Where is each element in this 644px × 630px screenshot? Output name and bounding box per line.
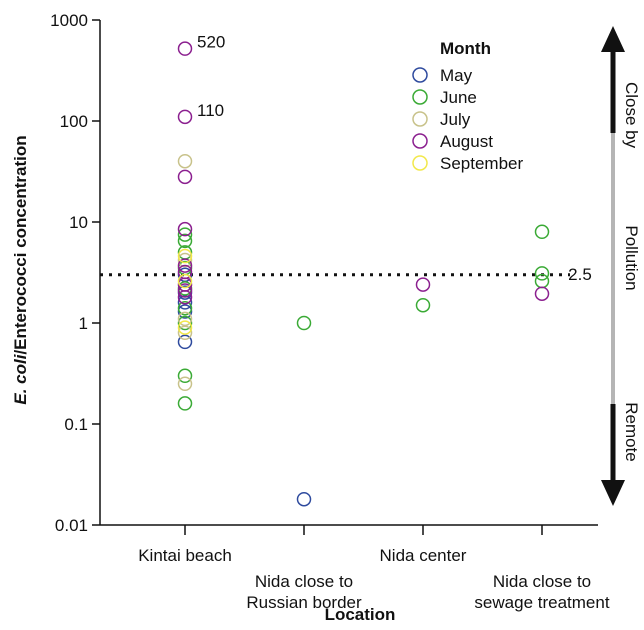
data-point-june — [177, 233, 193, 249]
data-point-september — [177, 320, 193, 335]
threshold-label: 2.5 — [568, 265, 592, 284]
side-label-pollution: Pollution — [622, 225, 641, 290]
legend-label: June — [440, 88, 477, 107]
x-tick-label: Nida close to Russian border — [246, 572, 362, 612]
y-tick-label: 1000 — [50, 11, 88, 30]
data-point-july — [177, 376, 193, 392]
data-point-july — [177, 325, 193, 341]
side-label-close-by: Close by — [622, 82, 641, 149]
legend-marker — [412, 89, 428, 105]
y-axis-title: E. coli/Enterococci concentration — [11, 135, 30, 404]
y-axis-title-rest: /Enterococci concentration — [11, 135, 30, 354]
data-point-august — [177, 221, 193, 237]
data-point-june — [534, 266, 550, 281]
legend-marker — [412, 111, 428, 127]
data-point-june — [534, 224, 550, 240]
data-point-september — [177, 248, 193, 264]
data-point-august — [177, 41, 193, 56]
data-point-july — [177, 311, 193, 327]
y-tick-label: 10 — [69, 213, 88, 232]
data-point-june — [177, 227, 193, 242]
data-point-september — [177, 273, 193, 289]
data-point-june — [177, 368, 193, 384]
legend-marker — [412, 67, 428, 83]
legend-label: July — [440, 110, 471, 129]
data-point-june — [177, 396, 193, 411]
data-point-august — [177, 264, 193, 280]
y-axis-title-italic: E. coli — [11, 353, 30, 404]
x-tick-label: Kintai beach — [138, 546, 232, 565]
arrow-down-icon — [601, 480, 625, 506]
x-tick-label: Nida center — [380, 546, 467, 565]
data-point-june — [177, 300, 193, 316]
data-point-august — [415, 277, 431, 292]
y-tick-label: 0.01 — [55, 516, 88, 535]
point-annotation: 520 — [197, 33, 225, 52]
arrow-up-icon — [601, 26, 625, 52]
x-axis-title: Location — [325, 605, 396, 624]
data-point-august — [534, 286, 550, 301]
data-point-june — [415, 297, 431, 313]
data-point-june — [534, 273, 550, 289]
data-point-august — [177, 283, 193, 298]
data-point-august — [177, 258, 193, 273]
legend-label: August — [440, 132, 493, 151]
legend-marker — [412, 155, 428, 171]
data-point-may — [177, 304, 193, 319]
legend-title: Month — [440, 39, 491, 58]
y-tick-label: 1 — [79, 314, 88, 333]
data-point-august — [177, 109, 193, 125]
side-label-remote: Remote — [622, 402, 641, 462]
data-point-june — [177, 315, 193, 331]
y-tick-label: 100 — [60, 112, 88, 131]
x-tick-label: Nida close to sewage treatment — [474, 572, 609, 612]
y-tick-label: 0.1 — [64, 415, 88, 434]
data-point-august — [177, 169, 193, 185]
data-point-july — [177, 153, 193, 169]
legend-label: September — [440, 154, 523, 173]
data-point-may — [177, 334, 193, 350]
legend-label: May — [440, 66, 473, 85]
data-point-june — [296, 315, 312, 331]
data-point-may — [177, 295, 193, 310]
point-annotation: 110 — [197, 101, 224, 120]
legend-marker — [412, 133, 428, 149]
data-point-july — [177, 252, 193, 268]
data-point-may — [296, 491, 312, 507]
